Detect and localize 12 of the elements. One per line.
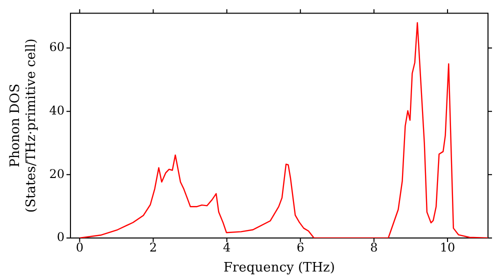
x-axis-title: Frequency (THz) bbox=[224, 260, 335, 276]
y-tick-label: 0 bbox=[56, 230, 64, 244]
x-tick-label: 6 bbox=[296, 240, 304, 254]
x-tick-label: 2 bbox=[149, 240, 158, 254]
x-tick-label: 4 bbox=[222, 240, 231, 254]
x-tick-label: 10 bbox=[440, 240, 456, 254]
x-tick-label: 8 bbox=[370, 240, 378, 254]
y-tick-label: 60 bbox=[49, 40, 64, 54]
y-tick-label: 20 bbox=[49, 166, 64, 181]
y-tick-label: 40 bbox=[49, 103, 64, 118]
x-tick-label: 0 bbox=[76, 240, 84, 254]
y-axis-title: Phonon DOS (States/THz·primitive cell) bbox=[8, 38, 39, 213]
